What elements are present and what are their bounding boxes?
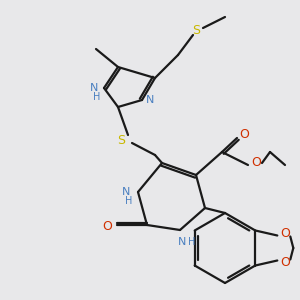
Text: N: N: [122, 187, 130, 197]
Text: O: O: [280, 256, 290, 269]
Text: S: S: [192, 23, 200, 37]
Text: O: O: [102, 220, 112, 232]
Text: N: N: [146, 95, 154, 105]
Text: H: H: [188, 237, 196, 247]
Text: H: H: [125, 196, 133, 206]
Text: O: O: [251, 157, 261, 169]
Text: N: N: [90, 83, 98, 93]
Text: N: N: [178, 237, 186, 247]
Text: O: O: [280, 227, 290, 240]
Text: S: S: [117, 134, 125, 146]
Text: O: O: [239, 128, 249, 142]
Text: H: H: [93, 92, 101, 102]
